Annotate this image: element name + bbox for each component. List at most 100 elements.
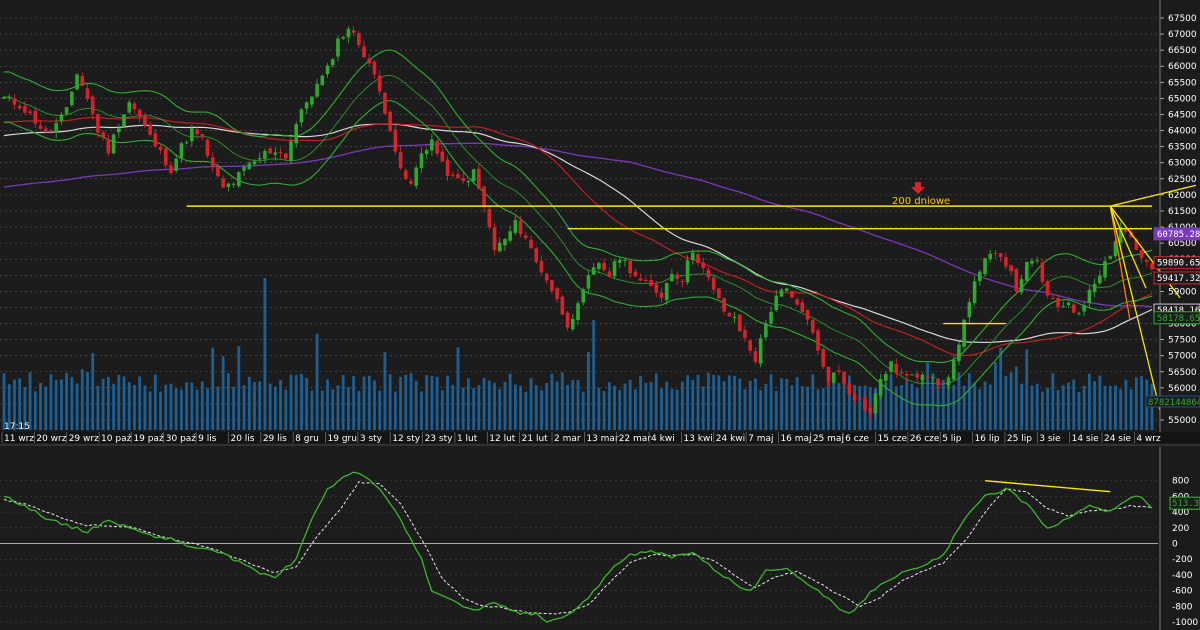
- volume-bar: [905, 379, 909, 430]
- volume-bar: [967, 373, 971, 430]
- volume-bar: [696, 374, 700, 430]
- volume-bar: [1087, 373, 1091, 430]
- candle-body: [1014, 269, 1019, 291]
- volume-bar: [221, 356, 225, 430]
- candle-body: [758, 338, 763, 364]
- candle-body: [101, 132, 105, 138]
- volume-bar: [159, 391, 162, 430]
- volume-bar: [952, 384, 956, 430]
- volume-bar: [722, 381, 726, 430]
- volume-bar: [508, 373, 512, 430]
- candle-body: [137, 109, 142, 117]
- volume-bar: [70, 377, 74, 430]
- price-tag-value: 60785.28: [1157, 230, 1200, 240]
- candle-body: [633, 271, 638, 277]
- volume-bar: [206, 388, 209, 430]
- candle-body: [1150, 263, 1154, 270]
- volume-bar: [185, 382, 189, 430]
- oscillator-pane[interactable]: [0, 447, 1160, 630]
- candle-body: [377, 75, 382, 92]
- candle-body: [440, 151, 445, 162]
- annotation-200: 200 dniowe: [892, 182, 950, 207]
- volume-bar: [800, 386, 804, 430]
- volume-bar: [529, 378, 533, 430]
- volume-bar: [628, 379, 632, 430]
- volume-bar: [341, 375, 345, 430]
- volume-bar: [75, 383, 79, 430]
- volume-bar: [858, 385, 862, 430]
- candle-body: [330, 59, 335, 66]
- candle-body: [263, 150, 267, 160]
- osc-tick-label: -400: [1172, 571, 1193, 581]
- volume-bar: [821, 388, 825, 430]
- volume-bar: [941, 379, 945, 430]
- fan-line: [1109, 205, 1147, 289]
- candle-body: [341, 36, 345, 39]
- oscillator-axis: -1000-800-600-400-2000200400600800513.37: [1159, 447, 1200, 630]
- candle-body: [80, 76, 85, 86]
- volume-bar: [451, 384, 455, 430]
- candle-body: [513, 219, 518, 233]
- candle-body: [1040, 262, 1045, 282]
- candle-body: [2, 97, 6, 99]
- candle-body: [85, 88, 90, 99]
- candle-body: [278, 152, 283, 154]
- time-tick-label: 25 lip: [1007, 434, 1032, 444]
- volume-bar: [623, 383, 627, 430]
- volume-bar: [727, 375, 731, 430]
- candle-body: [1009, 264, 1013, 272]
- volume-bar: [513, 384, 517, 430]
- volume-bar: [122, 376, 126, 430]
- price-pane[interactable]: 200 dniowe 17:15: [0, 0, 1197, 432]
- price-tag-box: [1153, 227, 1200, 241]
- price-tick-label: 57000: [1168, 352, 1197, 362]
- candle-body: [252, 161, 257, 165]
- volume-bar: [18, 378, 22, 430]
- volume-bar: [352, 375, 356, 430]
- volume-bar: [1129, 389, 1133, 430]
- candle-body: [54, 123, 58, 133]
- volume-bar: [482, 377, 486, 430]
- candle-body: [816, 330, 820, 351]
- candle-body: [75, 74, 79, 90]
- volume-bar: [707, 372, 710, 430]
- volume-bar: [164, 384, 168, 430]
- candle-body: [482, 186, 486, 208]
- candle-body: [941, 382, 946, 384]
- candle-body: [1087, 289, 1092, 304]
- price-tick-label: 57500: [1168, 336, 1197, 346]
- volume-bar: [675, 389, 679, 430]
- candle-body: [325, 65, 330, 75]
- candle-body: [983, 258, 987, 275]
- volume-bar: [237, 346, 241, 430]
- volume-bar: [1046, 387, 1050, 430]
- candle-body: [127, 102, 132, 113]
- candle-body: [7, 96, 12, 99]
- candle-body: [357, 33, 361, 46]
- candle-body: [383, 92, 387, 114]
- volume-bar: [498, 388, 502, 430]
- volume-bar: [1072, 379, 1076, 430]
- candle-body: [826, 366, 831, 382]
- volume-bar: [373, 380, 376, 430]
- volume-bar: [503, 381, 507, 430]
- volume-bar: [1119, 389, 1123, 430]
- price-tick-label: 59000: [1168, 287, 1197, 297]
- band-mid-line: [3, 74, 1153, 385]
- candle-body: [779, 289, 784, 297]
- candle-body: [576, 303, 580, 321]
- volume-bar: [566, 384, 569, 430]
- volume-bar: [774, 390, 778, 430]
- candle-body: [1024, 261, 1029, 281]
- volume-bar: [748, 380, 752, 430]
- candle-body: [1051, 298, 1055, 300]
- candle-body: [205, 139, 210, 156]
- volume-bar: [827, 382, 830, 430]
- candle-body: [174, 158, 178, 171]
- candle-body: [524, 235, 528, 238]
- volume-bar: [806, 386, 809, 430]
- osc-tick-label: 200: [1172, 524, 1189, 534]
- osc-value-box: [1169, 496, 1200, 510]
- candles: [2, 26, 1154, 419]
- time-tick-label: 12 lut: [489, 434, 516, 444]
